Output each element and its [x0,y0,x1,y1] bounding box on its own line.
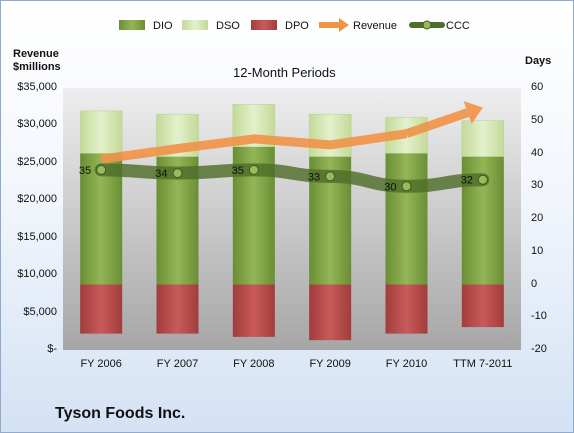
ccc-point [172,168,183,179]
right-axis-tick-label: 0 [531,277,538,290]
right-axis-tick-label: -10 [531,310,547,323]
dpo-bar [156,284,199,334]
left-axis-tick-label: $- [47,343,57,355]
legend-swatch-dso [182,20,208,30]
left-axis-tick-label: $5,000 [23,305,57,318]
right-axis-tick-label: 20 [531,212,544,224]
right-axis-tick-label: 10 [531,244,544,257]
ccc-data-label: 35 [79,165,91,177]
right-axis-tick-label: 50 [531,113,544,126]
right-axis-tick-label: -20 [531,343,547,355]
dso-bar [308,113,352,158]
left-axis-label-line1: Revenue [13,48,59,60]
x-axis-tick-label: TTM 7-2011 [453,358,513,370]
legend-label-ccc: CCC [446,20,470,32]
dpo-bar [385,284,428,334]
ccc-data-label: 34 [155,168,167,180]
left-axis-tick-label: $20,000 [17,193,57,206]
ccc-point [325,171,336,182]
revenue-line [100,129,408,164]
dpo-bar [309,284,352,341]
left-axis-tick-label: $10,000 [17,268,57,281]
left-axis-label-line2: $millions [13,61,61,73]
plot-area [63,88,521,350]
revenue-arrowhead [463,101,483,125]
x-axis-tick-label: FY 2010 [385,358,428,370]
x-axis-tick-label: FY 2007 [156,358,199,370]
ccc-layer: 35 34 35 33 30 32 [79,163,490,193]
dio-bar [385,153,428,285]
ccc-point [248,164,259,175]
legend: DIO DSO DPO Revenue CCC [119,18,470,32]
dpo-bar [80,284,123,334]
ccc-point [96,164,107,175]
x-axis-tick-label: FY 2006 [80,358,122,370]
ccc-point [477,174,488,185]
legend-swatch-revenue-head [339,18,349,32]
ccc-data-label: 35 [232,165,244,177]
left-axis-tick-label: $35,000 [17,81,57,93]
legend-label-revenue: Revenue [353,20,397,32]
dpo-bar [461,284,504,328]
dpo-bar [232,284,275,337]
revenue-layer [100,101,483,164]
left-axis-tick-label: $25,000 [17,155,57,168]
x-axis-tick-label: FY 2008 [233,358,275,370]
x-axis-tick-label: FY 2009 [309,358,351,370]
chart-title: 12-Month Periods [233,65,336,80]
right-axis-tick-label: 30 [531,179,544,192]
right-axis-tick-label: 60 [531,81,544,93]
right-axis-label: Days [525,55,552,67]
legend-swatch-dpo [251,20,277,30]
dso-bar [79,110,123,154]
company-name: Tyson Foods Inc. [55,405,186,422]
ccc-point [401,181,412,192]
legend-label-dpo: DPO [285,20,309,32]
ccc-data-label: 30 [384,181,396,193]
ccc-data-label: 33 [308,171,320,183]
legend-label-dso: DSO [216,20,240,32]
left-axis-tick-label: $15,000 [17,230,57,243]
legend-swatch-ccc-point [422,20,432,30]
revenue-line-segment [405,108,470,138]
left-axis-tick-label: $30,000 [17,118,57,131]
legend-swatch-dio [119,20,145,30]
right-axis-tick-label: 40 [531,146,544,159]
dso-bar [461,120,505,158]
legend-label-dio: DIO [153,20,173,32]
ccc-data-label: 32 [461,175,473,187]
